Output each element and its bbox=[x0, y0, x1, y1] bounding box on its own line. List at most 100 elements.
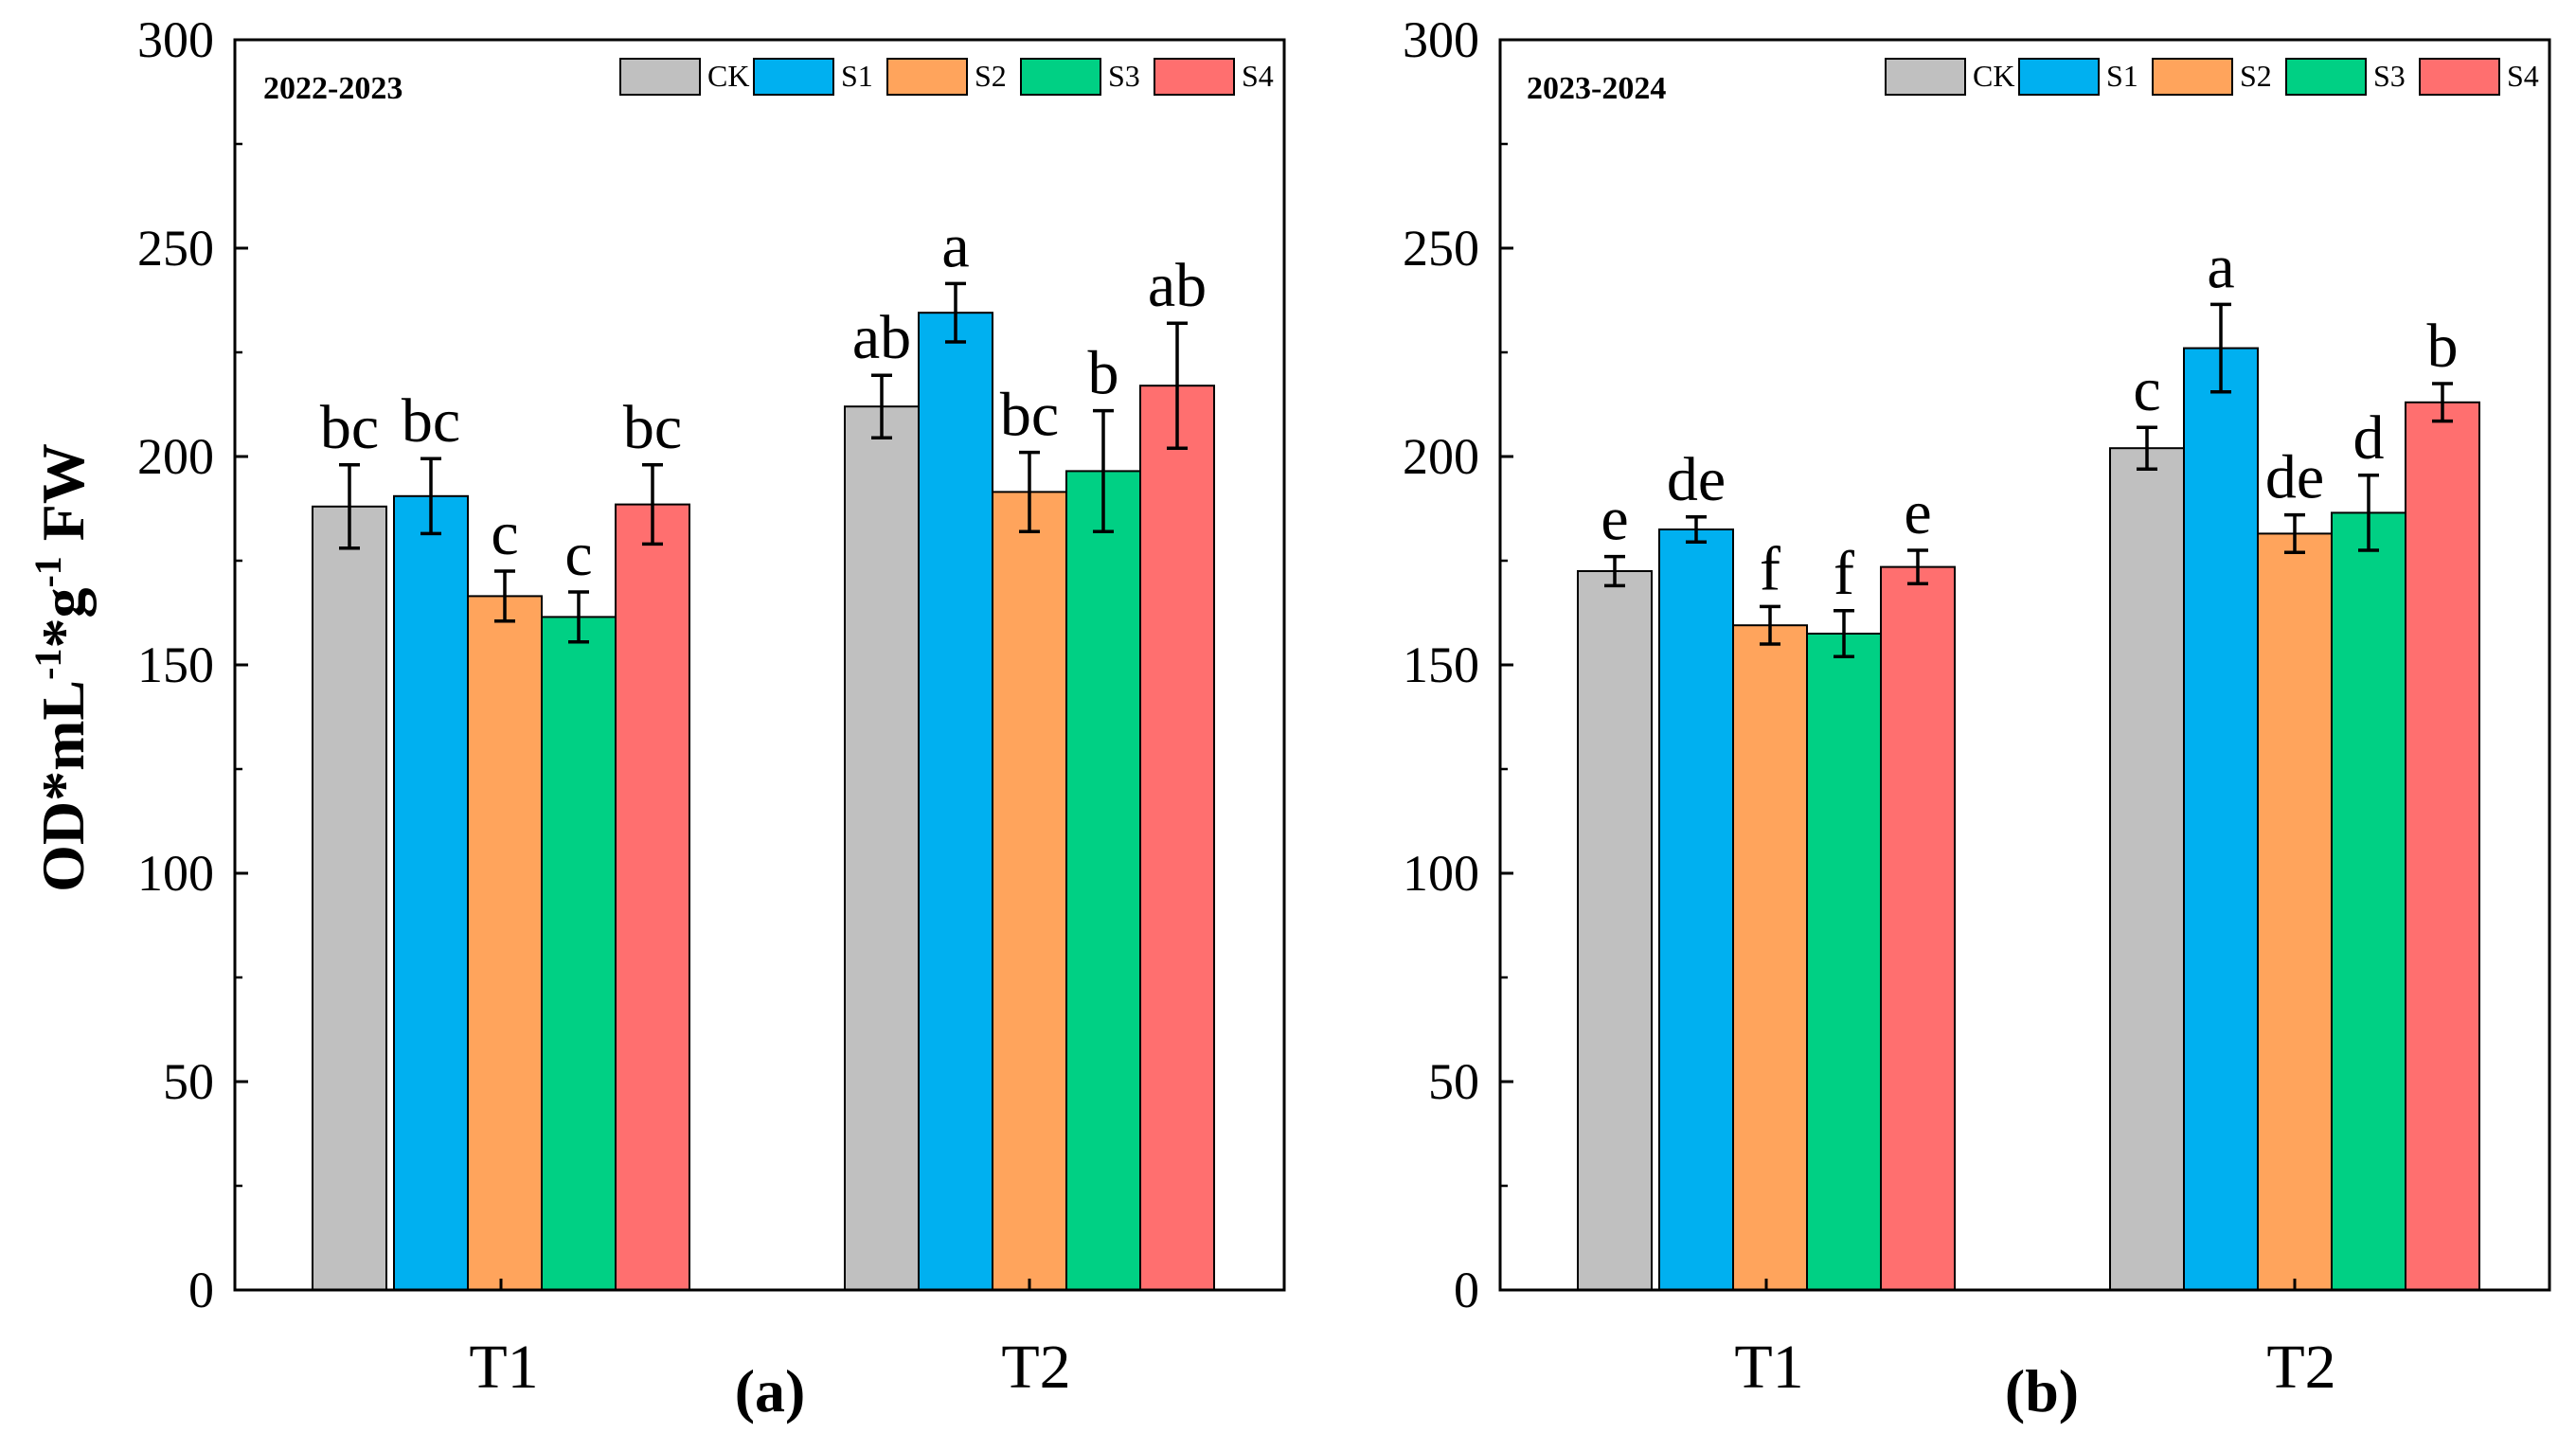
significance-letter: ab bbox=[852, 303, 911, 372]
bar-s3-t1 bbox=[1806, 633, 1882, 1291]
significance-letter: c bbox=[491, 499, 518, 568]
y-tick-label: 200 bbox=[137, 428, 214, 485]
bar-s2-t2 bbox=[992, 491, 1067, 1291]
bar-ck-t2 bbox=[2109, 447, 2185, 1291]
y-tick-label: 150 bbox=[137, 636, 214, 693]
significance-letter: ab bbox=[1148, 251, 1207, 320]
error-bar bbox=[2432, 382, 2453, 423]
bar-s2-t1 bbox=[467, 595, 543, 1291]
error-bar bbox=[420, 457, 441, 536]
error-bar bbox=[1167, 321, 1188, 450]
significance-letter: c bbox=[2133, 355, 2160, 424]
significance-letter: e bbox=[1904, 478, 1931, 547]
bar-s1-t1 bbox=[393, 494, 469, 1291]
error-bar bbox=[1907, 548, 1928, 585]
error-bar bbox=[871, 373, 892, 439]
legend-swatch-s1 bbox=[753, 58, 834, 96]
bar-s4-t1 bbox=[615, 503, 690, 1291]
error-bar bbox=[339, 463, 360, 550]
significance-letter: e bbox=[1601, 485, 1628, 554]
legend-label: S3 bbox=[2373, 59, 2406, 93]
legend-label: CK bbox=[1973, 59, 2014, 93]
error-bar bbox=[1686, 515, 1707, 544]
significance-letter: a bbox=[2207, 232, 2234, 301]
error-bar bbox=[1019, 450, 1040, 533]
panel-label: (b) bbox=[2005, 1357, 2079, 1424]
error-bar bbox=[494, 569, 515, 623]
bar-s4-t1 bbox=[1880, 565, 1956, 1291]
legend-label: S3 bbox=[1108, 59, 1140, 93]
significance-letter: d bbox=[2353, 403, 2385, 473]
bar-s1-t2 bbox=[2183, 347, 2259, 1292]
bar-s4-t2 bbox=[2405, 401, 2480, 1291]
bar-s3-t2 bbox=[2331, 511, 2406, 1291]
bar-ck-t2 bbox=[844, 405, 920, 1291]
y-tick-label: 200 bbox=[1403, 428, 1479, 485]
legend-label: S4 bbox=[2507, 59, 2539, 93]
y-tick-label: 0 bbox=[1454, 1262, 1479, 1318]
legend-swatch-s4 bbox=[1154, 58, 1235, 96]
significance-letter: c bbox=[564, 520, 592, 589]
significance-letter: bc bbox=[402, 386, 460, 456]
significance-letter: bc bbox=[623, 393, 682, 462]
significance-letter: b bbox=[2427, 312, 2459, 381]
y-tick-label: 0 bbox=[188, 1262, 214, 1318]
significance-letter: de bbox=[1667, 445, 1726, 514]
error-bar bbox=[642, 463, 663, 546]
bar-ck-t1 bbox=[312, 505, 387, 1291]
bar-ck-t1 bbox=[1577, 570, 1653, 1291]
bar-s3-t2 bbox=[1065, 470, 1141, 1291]
legend-label: S1 bbox=[841, 59, 873, 93]
panel-a: 2022-2023 (a) T1 T2 CK S1 S2 S3 S4 bc bc… bbox=[137, 11, 1286, 1424]
y-tick-label: 50 bbox=[163, 1053, 214, 1110]
legend-label: S2 bbox=[2240, 59, 2272, 93]
y-tick-label: 50 bbox=[1428, 1053, 1479, 1110]
error-bar bbox=[2137, 425, 2157, 471]
bar-s1-t2 bbox=[918, 312, 993, 1292]
legend-swatch-s4 bbox=[2419, 58, 2500, 96]
significance-letter: b bbox=[1088, 339, 1119, 408]
y-tick-label: 250 bbox=[137, 220, 214, 277]
panel-title: 2022-2023 bbox=[263, 71, 402, 106]
legend-swatch-s3 bbox=[1020, 58, 1101, 96]
legend-label: S1 bbox=[2106, 59, 2138, 93]
bar-s1-t1 bbox=[1658, 528, 1734, 1291]
significance-letter: bc bbox=[1000, 381, 1059, 450]
significance-letter: de bbox=[2265, 443, 2324, 512]
y-tick-label: 300 bbox=[137, 11, 214, 68]
y-tick-label: 100 bbox=[137, 845, 214, 902]
error-bar bbox=[568, 590, 589, 644]
bar-s2-t1 bbox=[1732, 624, 1808, 1291]
significance-letter: a bbox=[941, 211, 969, 280]
y-axis-label: OD*mL-1*g-1 FW bbox=[27, 443, 97, 892]
legend-swatch-ck bbox=[619, 58, 701, 96]
error-bar bbox=[945, 281, 966, 344]
legend-swatch-s2 bbox=[2152, 58, 2233, 96]
bar-s2-t2 bbox=[2257, 532, 2333, 1291]
category-label: T1 bbox=[1734, 1333, 1803, 1402]
y-tick-label: 100 bbox=[1403, 845, 1479, 902]
bar-s3-t1 bbox=[541, 616, 617, 1291]
y-tick-label: 150 bbox=[1403, 636, 1479, 693]
legend-swatch-s3 bbox=[2285, 58, 2367, 96]
error-bar bbox=[1760, 604, 1780, 646]
legend-label: S2 bbox=[975, 59, 1007, 93]
legend-label: S4 bbox=[1242, 59, 1274, 93]
legend-label: CK bbox=[707, 59, 749, 93]
bar-s4-t2 bbox=[1139, 385, 1215, 1291]
error-bar bbox=[1093, 408, 1114, 533]
legend-swatch-ck bbox=[1885, 58, 1966, 96]
panel-b: 2023-2024 (b) T1 T2 CK S1 S2 S3 S4 e de … bbox=[1403, 11, 2551, 1424]
error-bar bbox=[2358, 474, 2379, 552]
error-bar bbox=[1834, 609, 1854, 658]
error-bar bbox=[2284, 512, 2305, 554]
legend-swatch-s1 bbox=[2018, 58, 2100, 96]
error-bar bbox=[1604, 554, 1625, 588]
panel-label: (a) bbox=[735, 1357, 806, 1424]
panel-title: 2023-2024 bbox=[1527, 71, 1666, 106]
y-tick-label: 300 bbox=[1403, 11, 1479, 68]
category-label: T1 bbox=[469, 1333, 538, 1402]
significance-letter: f bbox=[1834, 539, 1854, 608]
category-label: T2 bbox=[2266, 1333, 2335, 1402]
